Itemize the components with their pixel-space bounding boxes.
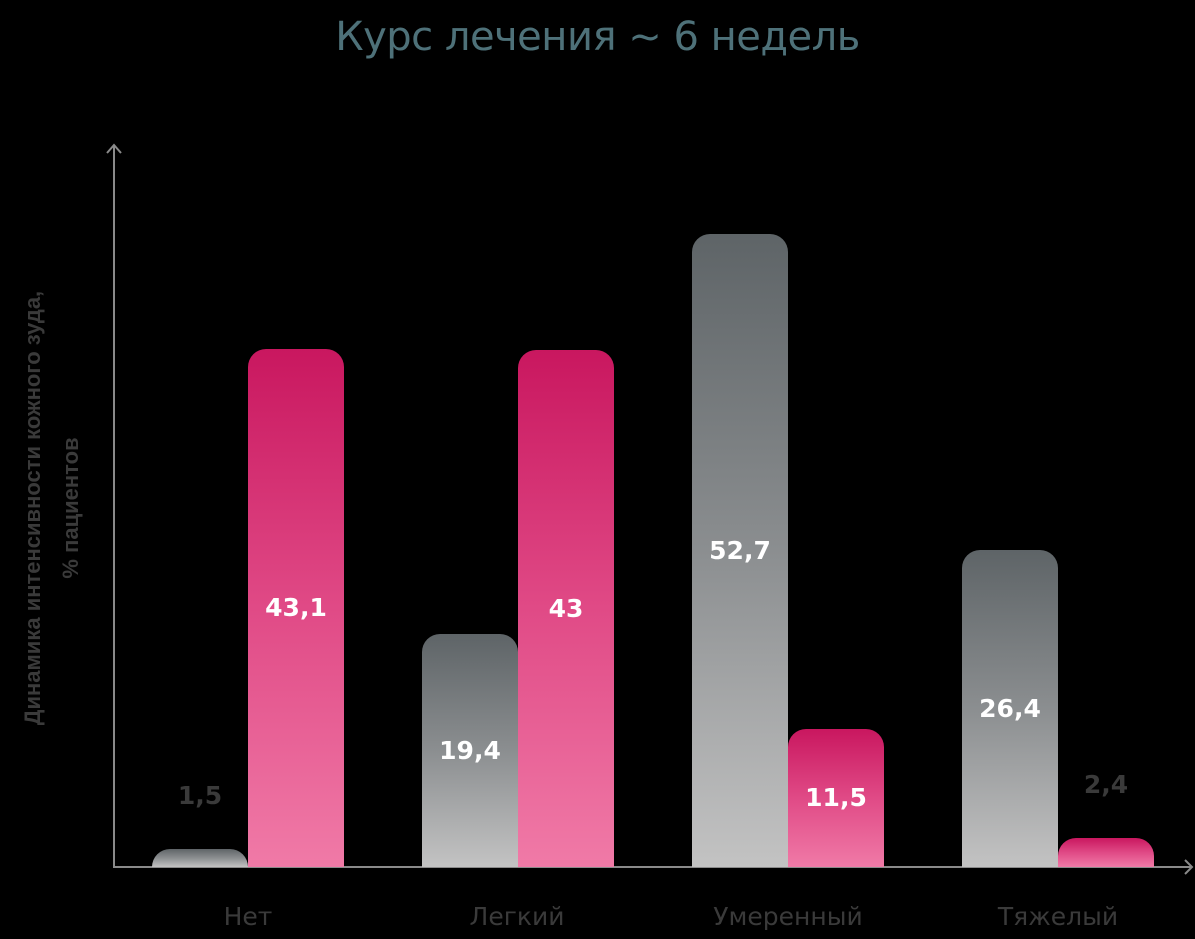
x-axis-arrow-icon [1184,859,1194,875]
category-label-mild: Легкий [469,902,565,931]
value-label: 43,1 [265,593,327,622]
bar-series-gray-2 [692,234,788,867]
value-label: 11,5 [805,783,867,812]
bar-series-gray-0 [152,849,248,867]
bar-series-pink-3 [1058,838,1154,867]
value-label: 2,4 [1083,770,1129,799]
value-label: 1,5 [177,781,223,810]
bar-series-gray-1 [422,634,518,867]
value-label: 43 [548,593,584,623]
value-label: 26,4 [979,693,1041,723]
chart-title: Курс лечения ~ 6 недель [335,14,860,60]
value-label: 19,4 [439,735,501,765]
bar-series-pink-2 [788,729,884,867]
category-label-moderate: Умеренный [713,902,863,931]
category-label-none: Нет [223,902,273,931]
y-axis-arrow-icon [106,143,122,154]
bar-series-pink-0 [248,349,344,867]
category-label-severe: Тяжелый [997,902,1119,931]
y-axis [106,143,122,868]
bar-series-gray-3 [962,550,1058,867]
bar-series-pink-1 [518,350,614,867]
x-axis [113,859,1194,875]
value-label: 52,7 [709,535,771,565]
